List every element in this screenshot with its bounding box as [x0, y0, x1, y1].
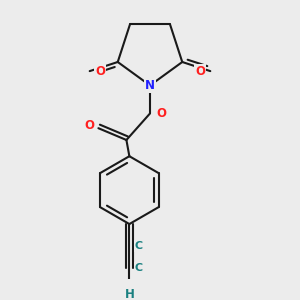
Text: C: C [135, 263, 143, 273]
Text: O: O [195, 64, 205, 78]
Text: O: O [156, 107, 166, 120]
Text: N: N [145, 79, 155, 92]
Text: O: O [95, 64, 105, 78]
Text: H: H [124, 288, 134, 300]
Text: O: O [84, 119, 94, 132]
Text: C: C [135, 241, 143, 251]
